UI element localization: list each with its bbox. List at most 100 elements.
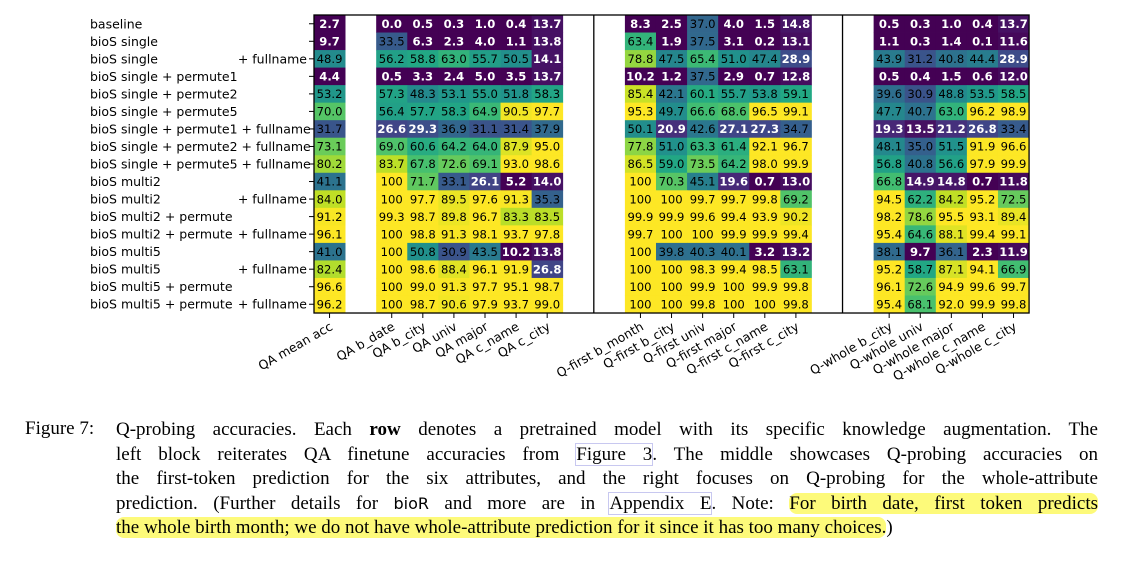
heatmap-cell	[624, 207, 657, 226]
heatmap-cell	[966, 172, 999, 191]
cell-value: 83.7	[379, 157, 405, 171]
heatmap-cell	[687, 102, 719, 121]
heatmap-cell	[935, 67, 968, 86]
cell-value: 0.7	[755, 70, 776, 84]
heatmap-cell	[531, 277, 564, 296]
cell-value: 72.6	[907, 280, 933, 294]
heatmap-cell	[904, 260, 937, 279]
cell-value: 95.4	[876, 297, 902, 311]
cell-value: 97.7	[410, 192, 436, 206]
heatmap-cell	[966, 207, 999, 226]
row-label: bioS single + permute5	[90, 104, 238, 119]
heatmap-cell	[780, 137, 812, 156]
heatmap-cell	[624, 242, 657, 261]
cell-value: 0.4	[972, 17, 993, 31]
caption-line: prediction. (Further details for bioR an…	[116, 491, 1098, 517]
heatmap-cell	[780, 102, 812, 121]
heatmap-cell	[997, 15, 1030, 33]
cell-value: 0.2	[755, 34, 776, 48]
cell-value: 66.9	[1001, 262, 1027, 276]
heatmap-cell	[873, 32, 906, 51]
heatmap-cell	[376, 67, 408, 86]
cell-value: 11.9	[999, 245, 1028, 259]
heatmap-cell	[655, 190, 688, 209]
cell-value: 71.7	[410, 175, 436, 189]
heatmap-cell	[438, 120, 470, 139]
cell-value: 93.1	[970, 210, 996, 224]
figure-label: Figure 7:	[25, 418, 95, 439]
heatmap-cell	[500, 137, 533, 156]
heatmap-cell	[624, 190, 657, 209]
cell-value: 55.0	[472, 87, 498, 101]
cell-value: 35.3	[534, 192, 560, 206]
cell-value: 91.3	[441, 227, 467, 241]
heatmap-cell	[655, 85, 688, 104]
heatmap-cell	[469, 190, 501, 209]
heatmap-cell	[873, 207, 906, 226]
cell-value: 94.5	[876, 192, 902, 206]
row-label: bioS multi5 + permute	[90, 297, 233, 312]
heatmap-cell	[935, 277, 968, 296]
cell-value: 42.6	[690, 122, 716, 136]
heatmap-cell	[687, 207, 719, 226]
heatmap-cell	[749, 155, 781, 174]
heatmap-cell	[624, 120, 657, 139]
heatmap-cell	[531, 85, 564, 104]
heatmap-cell	[500, 172, 533, 191]
cell-value: 95.4	[876, 227, 902, 241]
row-label: bioS single + permute1	[90, 69, 238, 84]
heatmap-cell	[438, 50, 470, 68]
heatmap-cell	[935, 15, 968, 33]
heatmap-cell	[314, 225, 346, 244]
heatmap-cell	[966, 120, 999, 139]
cell-value: 2.5	[661, 17, 682, 31]
caption-link[interactable]: Appendix E	[608, 491, 713, 515]
cell-value: 53.8	[752, 87, 778, 101]
heatmap-cell	[624, 15, 657, 33]
cell-value: 0.7	[755, 175, 776, 189]
cell-value: 99.8	[783, 280, 809, 294]
cell-value: 100	[629, 262, 651, 276]
cell-value: 95.2	[876, 262, 902, 276]
caption-link[interactable]: Figure 3	[575, 442, 654, 466]
heatmap-cell	[966, 67, 999, 86]
cell-value: 3.5	[506, 70, 527, 84]
cell-value: 38.1	[876, 245, 902, 259]
cell-value: 4.4	[319, 70, 340, 84]
cell-value: 99.1	[1001, 227, 1027, 241]
cell-value: 99.9	[970, 297, 996, 311]
cell-value: 55.7	[472, 52, 498, 66]
heatmap-cell	[749, 242, 781, 261]
heatmap-cell	[780, 85, 812, 104]
heatmap-cell	[314, 242, 346, 261]
cell-value: 65.4	[690, 52, 716, 66]
heatmap-cell	[966, 85, 999, 104]
cell-value: 98.8	[410, 227, 436, 241]
heatmap-cell	[376, 242, 408, 261]
cell-value: 96.1	[317, 227, 343, 241]
cell-value: 100	[629, 175, 651, 189]
cell-value: 10.2	[502, 245, 531, 259]
cell-value: 88.4	[441, 262, 467, 276]
heatmap-cell	[500, 85, 533, 104]
heatmap-cell	[873, 277, 906, 296]
heatmap-cell	[500, 120, 533, 139]
heatmap-cell	[624, 137, 657, 156]
heatmap-cell	[749, 260, 781, 279]
cell-value: 0.4	[506, 17, 527, 31]
cell-value: 64.0	[472, 140, 498, 154]
heatmap-cell	[687, 15, 719, 33]
heatmap-cell	[407, 102, 439, 121]
cell-value: 100	[381, 245, 403, 259]
heatmap-cell	[407, 295, 439, 314]
cell-value: 27.3	[751, 122, 780, 136]
heatmap-cell	[997, 260, 1030, 279]
heatmap-cell	[655, 225, 688, 244]
cell-value: 13.8	[533, 34, 562, 48]
caption-text: )	[886, 517, 893, 538]
cell-value: 100	[381, 297, 403, 311]
cell-value: 99.9	[752, 280, 778, 294]
cell-value: 99.7	[690, 192, 716, 206]
heatmap-cell	[873, 50, 906, 68]
heatmap-cell	[687, 155, 719, 174]
